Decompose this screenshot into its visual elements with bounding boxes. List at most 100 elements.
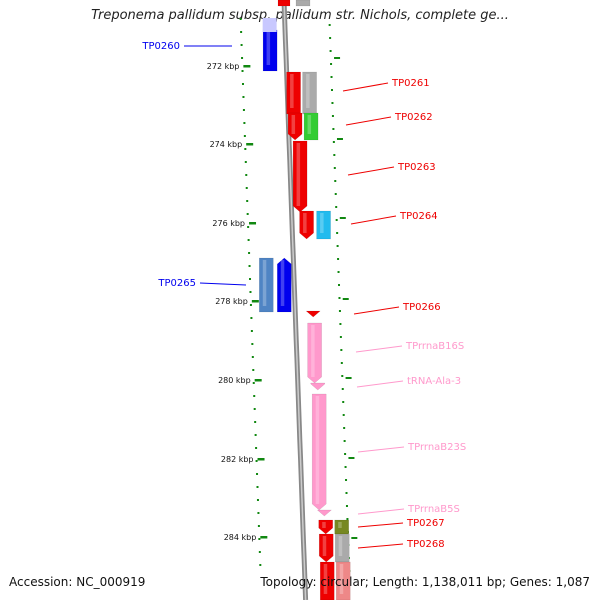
cog-block-bottom-pink [335,561,351,600]
feature-leader-line [342,82,389,92]
ruler-dot [242,96,245,98]
gene-block-tp0260-shine [266,32,271,65]
kbp-tick-label: 280 kbp [218,376,251,385]
ruler-dot [330,63,333,65]
rna-block-16s-shine [311,325,315,377]
rna-block-5s [316,509,333,517]
feature-label: TP0265 [157,278,196,289]
ruler-dot [329,50,332,52]
ruler-dot [245,187,248,189]
feature-label: TP0266 [402,302,441,313]
ruler-dot [330,76,333,78]
feature-leader-line [345,116,392,126]
ruler-dot [331,102,334,104]
ruler-dot [256,499,259,501]
cog-block-tp0265 [259,257,274,313]
feature-leader-line [353,306,400,315]
ruler-dot [332,141,335,143]
feature-label: TP0263 [397,162,436,173]
ruler-dot [333,167,336,169]
ruler-dot [245,174,248,176]
kbp-tick-mark [251,300,259,303]
ruler-dot [253,408,256,410]
ruler-dot [344,466,347,468]
ruler-dot [337,271,340,273]
ruler-dot [341,388,344,390]
gene-block-tp0268-shine [322,536,327,556]
feature-leader-line [355,345,403,353]
ruler-dot [246,200,249,202]
feature-label: tRNA-Ala-3 [407,376,461,387]
cog-block-tp0262 [303,112,319,141]
ruler-dot [257,525,260,527]
ruler-dot [256,486,259,488]
ruler-dot [345,505,348,507]
ruler-dot [240,44,243,46]
ruler-dot [338,297,341,299]
accession-text: Accession: NC_000919 [9,575,146,589]
gene-block-tp0263-shine [296,143,301,206]
kbp-tick-label: 276 kbp [212,219,245,228]
ruler-dot [248,252,251,254]
ruler-dot [339,323,342,325]
ruler-dot [328,24,331,26]
ruler-dot [333,154,336,156]
ruler-dot [344,453,347,455]
ruler-dot [332,128,335,130]
ruler-dot [331,115,334,117]
ruler-dot [253,395,256,397]
ruler-dot [248,265,251,267]
ruler-dash [342,298,349,300]
gene-block-tp0267 [318,519,333,535]
ruler-dot [242,109,245,111]
ruler-dot [239,18,242,20]
ruler-dot [345,479,348,481]
cog-block-tp0262-shine [307,115,312,134]
cog-block-tp0264-shine [320,213,324,233]
gene-block-tp0267-shine [322,522,326,528]
kbp-tick-label: 284 kbp [224,533,257,542]
ruler-dot [247,226,250,228]
gene-block-top-red [277,0,291,7]
cog-block-tp0268-shine [338,536,343,556]
ruler-dot [249,304,252,306]
kbp-tick-label: 272 kbp [207,62,240,71]
gene-block-tp0264 [299,210,314,240]
ruler-dot [241,83,244,85]
cog-block-tp0264 [316,210,331,240]
cog-block-tp0261-shine [306,74,310,108]
feature-leader-line [357,508,405,515]
feature-leader-line [356,380,404,388]
ruler-dot [335,219,338,221]
kbp-tick-label: 274 kbp [210,140,243,149]
kbp-tick-mark [257,458,265,461]
ruler-dash [351,537,358,539]
feature-label: TP0262 [394,112,433,123]
ruler-dot [241,70,244,72]
feature-leader-line [357,543,404,549]
ruler-dot [240,31,243,33]
gene-block-tp0265 [277,257,292,313]
ruler-dash [336,138,343,140]
ruler-dot [342,401,345,403]
rna-block-16s [307,322,322,384]
ruler-dot [343,427,346,429]
rna-block-trna-ala [310,382,326,391]
gene-block-tp0262-shine [291,115,296,134]
feature-leader-line [199,282,247,286]
ruler-dot [343,440,346,442]
ruler-dot [336,232,339,234]
ruler-dot [258,551,261,553]
ruler-dot [336,245,339,247]
ruler-dot [335,206,338,208]
rna-block-23s [311,393,327,511]
feature-label: TP0260 [141,41,180,52]
cog-block-tp0265-shine [262,260,267,306]
ruler-dot [259,564,262,566]
ruler-dash [334,57,341,59]
ruler-dot [243,122,246,124]
ruler-dot [256,473,259,475]
ruler-dot [254,421,257,423]
kbp-tick-mark [246,143,254,146]
